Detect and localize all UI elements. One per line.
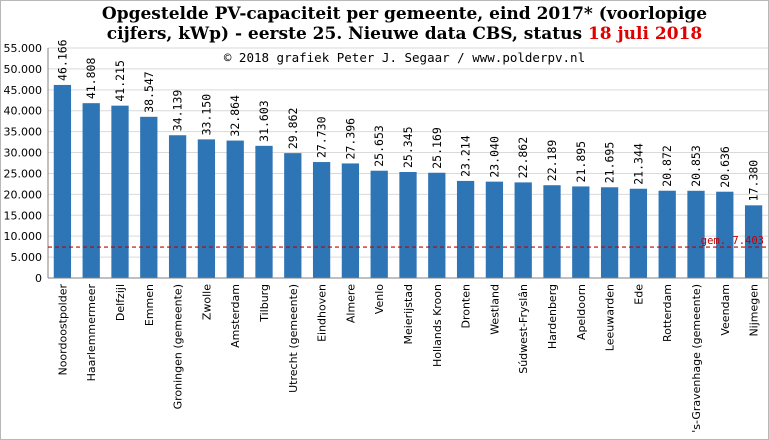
bar	[428, 172, 446, 278]
category-label: Noordoostpolder	[56, 284, 69, 376]
category-label: Dronten	[460, 284, 473, 329]
data-label: 27.730	[315, 116, 329, 158]
bar	[572, 186, 590, 278]
chart-title-line-1: Opgestelde PV-capaciteit per gemeente, e…	[101, 4, 708, 24]
y-axis: 0 5.000 10.000 15.000 20.000 25.000 30.000 35.0…	[4, 42, 49, 285]
data-label: 46.166	[55, 39, 69, 81]
y-tick-label: 25.000	[4, 167, 43, 180]
bar	[284, 153, 302, 278]
data-label: 41.215	[113, 60, 127, 102]
category-label: Rotterdam	[661, 284, 674, 342]
data-label: 34.139	[171, 90, 185, 132]
y-tick-label: 45.000	[4, 84, 43, 97]
bar	[543, 185, 561, 278]
y-tick-label: 35.000	[4, 126, 43, 139]
data-label: 25.345	[401, 126, 415, 168]
bar	[629, 188, 648, 278]
category-label: Meierijstad	[402, 284, 415, 344]
data-label: 25.169	[430, 127, 444, 169]
category-label: Utrecht (gemeente)	[287, 284, 300, 393]
category-label: Veendam	[719, 284, 732, 336]
bar	[744, 205, 763, 278]
category-label: Eindhoven	[316, 284, 329, 342]
bars	[53, 84, 763, 279]
y-tick-label: 55.000	[4, 42, 43, 55]
data-label: 20.853	[689, 145, 703, 187]
category-label: Emmen	[143, 284, 156, 326]
data-label: 32.864	[228, 95, 242, 137]
data-label: 23.040	[487, 136, 501, 178]
data-label: 21.695	[603, 142, 617, 184]
data-label: 22.862	[516, 137, 530, 179]
bar	[485, 181, 504, 278]
bar	[168, 135, 187, 278]
data-label: 20.636	[718, 146, 732, 188]
data-label: 41.808	[84, 58, 98, 100]
category-label: Leeuwarden	[604, 284, 617, 351]
category-label: Nijmegen	[748, 284, 761, 337]
category-label: Delfzijl	[114, 284, 127, 321]
data-label: 29.862	[286, 108, 300, 150]
y-tick-label: 0	[35, 272, 42, 285]
status-date: 18 juli 2018	[587, 24, 703, 44]
category-label: Haarlemmermeer	[85, 284, 98, 382]
y-tick-label: 20.000	[4, 188, 43, 201]
y-tick-label: 30.000	[4, 147, 43, 160]
data-label: 31.603	[257, 100, 271, 142]
y-tick-label: 5.000	[11, 251, 43, 264]
category-label: Almere	[344, 284, 357, 323]
bar	[82, 103, 100, 279]
bar	[140, 116, 158, 278]
bar	[514, 182, 532, 278]
category-label: 's-Gravenhage (gemeente)	[690, 284, 703, 433]
data-label: 33.150	[199, 94, 213, 136]
average-label: gem. 7.403	[701, 235, 764, 247]
data-label: 38.547	[142, 71, 156, 113]
data-label: 21.344	[631, 143, 645, 185]
data-label: 21.895	[574, 141, 588, 183]
y-tick-label: 50.000	[4, 63, 43, 76]
bar	[341, 163, 360, 278]
category-label: Venlo	[373, 284, 386, 314]
bar	[716, 191, 734, 278]
category-label: Westland	[488, 284, 501, 335]
chart-credit: © 2018 grafiek Peter J. Segaar / www.pol…	[223, 50, 586, 65]
x-axis: Noordoostpolder Haarlemmermeer Delfzijl Emm…	[48, 277, 768, 433]
y-tick-label: 10.000	[4, 230, 43, 243]
category-label: Ede	[632, 284, 645, 305]
category-label: Tilburg	[258, 284, 271, 323]
bar	[53, 84, 72, 278]
bar	[687, 190, 705, 278]
bar	[600, 187, 619, 278]
data-label: 25.653	[372, 125, 386, 167]
bar	[226, 140, 244, 278]
data-label: 22.189	[545, 140, 559, 182]
category-label: Súdwest-Fryslân	[517, 284, 530, 374]
category-label: Amsterdam	[229, 284, 242, 348]
category-label: Groningen (gemeente)	[172, 284, 185, 409]
data-label: 17.380	[747, 160, 761, 202]
data-label: 23.214	[459, 135, 473, 177]
y-tick-label: 15.000	[4, 209, 43, 222]
bar	[312, 162, 331, 278]
bar	[111, 105, 129, 278]
y-tick-label: 40.000	[4, 105, 43, 118]
category-label: Zwolle	[200, 284, 213, 320]
chart-title-line-2: cijfers, kWp) - eerste 25. Nieuwe data C…	[40, 24, 769, 44]
bar	[255, 145, 273, 278]
bar	[370, 170, 388, 278]
bar	[456, 180, 475, 278]
bar	[197, 139, 216, 278]
data-label: 27.396	[343, 118, 357, 160]
average-line-group: gem. 7.403	[48, 235, 768, 248]
category-label: Hollands Kroon	[431, 284, 444, 367]
bar	[658, 190, 676, 278]
chart-title-line-2-text: cijfers, kWp) - eerste 25. Nieuwe data C…	[106, 24, 588, 44]
data-labels: 46.166 41.808 41.215 38.547 34.139 33.150 32.8…	[55, 39, 760, 201]
category-label: Hardenberg	[546, 284, 559, 349]
category-label: Apeldoorn	[575, 284, 588, 340]
data-label: 20.872	[660, 145, 674, 187]
bar	[399, 172, 417, 278]
